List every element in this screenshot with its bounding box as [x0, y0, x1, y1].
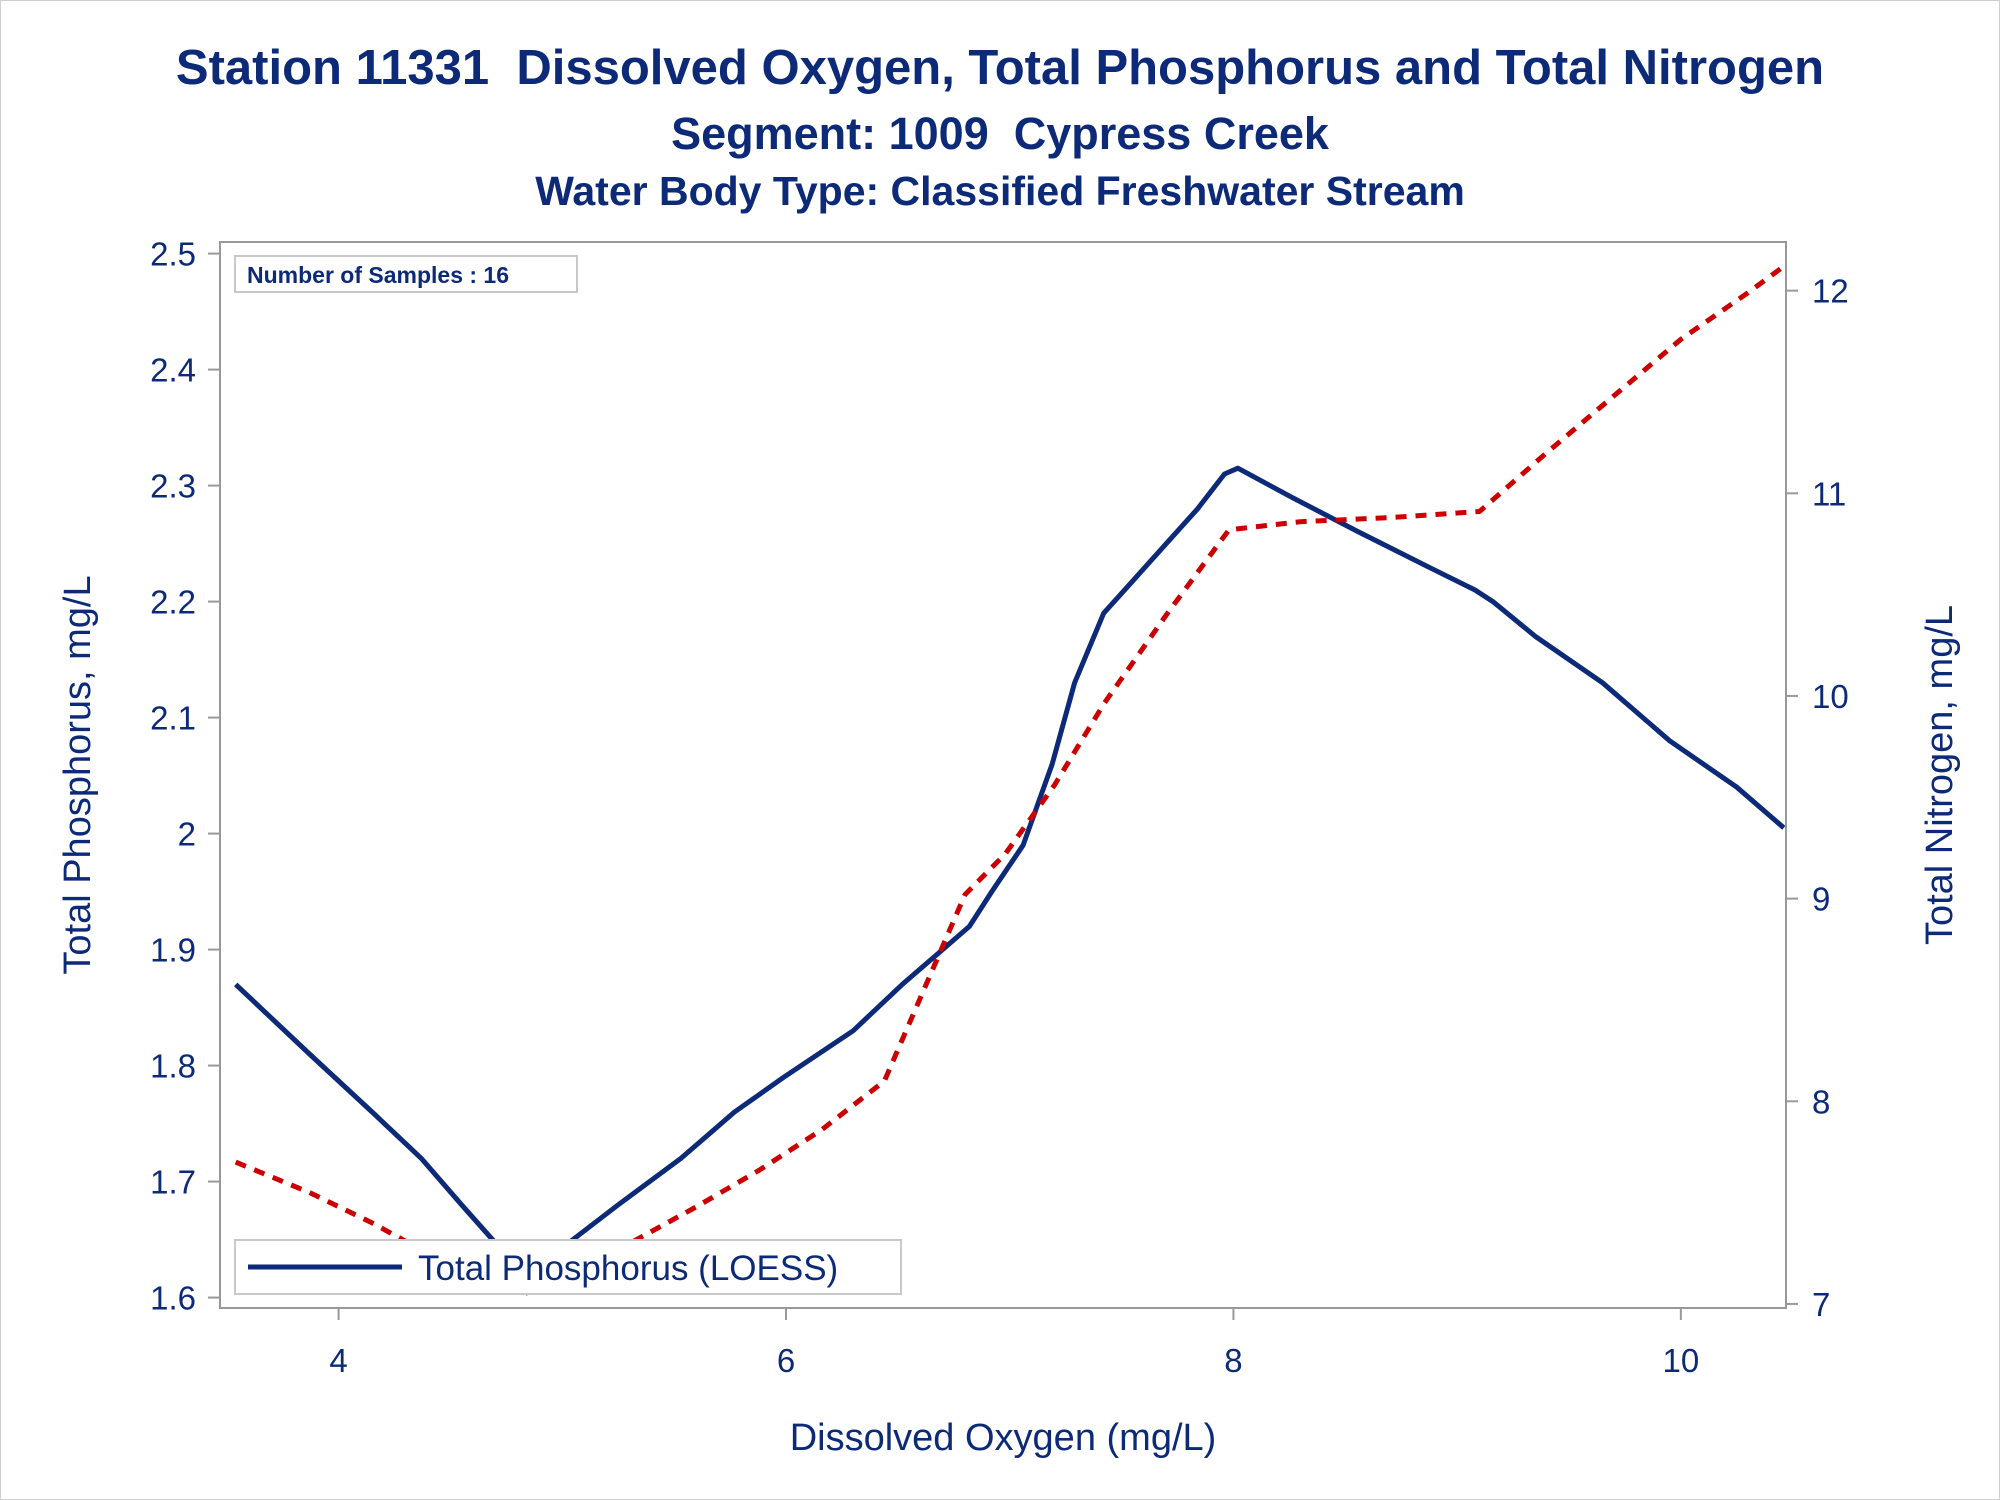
- x-tick-label: 6: [777, 1342, 795, 1379]
- y-axis-label-right: Total Nitrogen, mg/L: [1919, 605, 1961, 945]
- legend: Total Phosphorus (LOESS): [234, 1239, 902, 1295]
- chart-subtitle-water-body: Water Body Type: Classified Freshwater S…: [535, 168, 1465, 214]
- x-tick-label: 10: [1662, 1342, 1699, 1379]
- y-tick-label-left: 2.1: [150, 700, 196, 737]
- y-tick-label-left: 2.3: [150, 468, 196, 505]
- y-tick-label-left: 2.5: [150, 236, 196, 273]
- y-tick-label-left: 1.9: [150, 932, 196, 969]
- y-tick-label-right: 9: [1812, 881, 1830, 918]
- y-tick-label-left: 1.6: [150, 1280, 196, 1317]
- sample-count-annotation: Number of Samples : 16: [234, 255, 578, 293]
- plot-area: [219, 241, 1787, 1309]
- chart-subtitle-segment: Segment: 1009 Cypress Creek: [671, 108, 1329, 159]
- y-tick-label-right: 7: [1812, 1286, 1830, 1323]
- y-tick-label-right: 8: [1812, 1083, 1830, 1120]
- series-line-phosphorus: [233, 465, 1786, 1272]
- y-tick-label-left: 1.8: [150, 1048, 196, 1085]
- y-tick-label-right: 12: [1812, 273, 1849, 310]
- legend-label-phosphorus: Total Phosphorus (LOESS): [418, 1249, 838, 1288]
- y-tick-label-left: 2.2: [150, 584, 196, 621]
- x-tick-label: 8: [1224, 1342, 1242, 1379]
- y-tick-label-left: 2.4: [150, 352, 196, 389]
- y-tick-label-right: 10: [1812, 678, 1849, 715]
- y-axis-label-left: Total Phosphorus, mg/L: [57, 575, 99, 974]
- x-tick-label: 4: [329, 1342, 347, 1379]
- y-tick-label-right: 11: [1812, 475, 1846, 512]
- chart-title: Station 11331 Dissolved Oxygen, Total Ph…: [175, 41, 1825, 95]
- sample-count-text: Number of Samples : 16: [247, 262, 509, 288]
- series-line-nitrogen: [234, 264, 1786, 1297]
- y-tick-label-left: 1.7: [150, 1164, 196, 1201]
- y-tick-label-left: 2: [178, 816, 196, 853]
- x-axis-label: Dissolved Oxygen (mg/L): [790, 1417, 1217, 1459]
